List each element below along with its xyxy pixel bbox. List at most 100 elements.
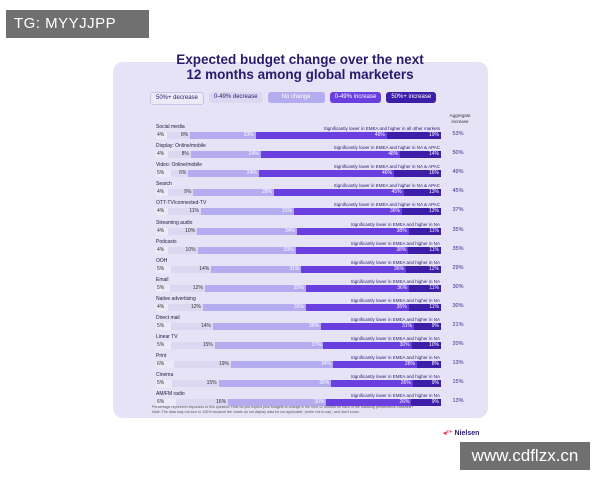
bar-segment: 36% bbox=[218, 380, 332, 388]
data-label: 16% bbox=[428, 170, 439, 177]
row-label: Email bbox=[156, 276, 169, 283]
data-label: 14% bbox=[199, 265, 210, 272]
data-label: 5% bbox=[157, 380, 165, 387]
data-label: 15% bbox=[202, 342, 213, 349]
data-label: 12% bbox=[428, 265, 439, 272]
bar-segment: 11% bbox=[409, 284, 441, 292]
row-label: Video: Online/mobile bbox=[156, 162, 203, 169]
legend-item-0-49-decrease: 0-49% decrease bbox=[208, 92, 263, 103]
data-label: 36% bbox=[397, 284, 408, 291]
data-label: 38% bbox=[396, 227, 407, 234]
chart-title: Expected budget change over the next 12 … bbox=[120, 52, 480, 82]
bar-segment: 5% bbox=[156, 284, 171, 292]
data-label: 28% bbox=[261, 189, 272, 196]
data-label: 35% bbox=[396, 303, 407, 310]
bar-segment: 26% bbox=[331, 380, 413, 388]
data-label: 4% bbox=[157, 189, 165, 196]
data-label: 19% bbox=[428, 132, 439, 138]
bar-segment: 45% bbox=[274, 189, 404, 197]
aggregate-increase-value: 30% bbox=[452, 283, 464, 290]
bar-segment: 38% bbox=[297, 227, 409, 235]
nielsen-logo: ◂²⁺ Nielsen bbox=[443, 429, 479, 437]
legend-item-0-49-increase: 0-49% increase bbox=[329, 92, 382, 103]
nielsen-wordmark: Nielsen bbox=[454, 430, 480, 437]
stacked-bar: 4% 10% 33% 38% 11% bbox=[156, 246, 441, 254]
data-label: 48% bbox=[388, 151, 399, 158]
data-label: 19% bbox=[218, 361, 229, 368]
aggregate-increase-value: 15% bbox=[452, 379, 464, 386]
data-label: 4% bbox=[157, 246, 165, 253]
data-label: 15% bbox=[206, 380, 217, 387]
bar-segment: 14% bbox=[400, 151, 441, 159]
row-significance-note: Significantly lower in EMEA and higher i… bbox=[350, 278, 440, 284]
bar-segment: 35% bbox=[204, 284, 306, 292]
bar-segment: 9% bbox=[412, 380, 441, 388]
aggregate-increase-value: 35% bbox=[452, 245, 464, 252]
data-label: 23% bbox=[243, 132, 254, 138]
legend-item-no-change: No change bbox=[267, 92, 325, 103]
bar-segment: 24% bbox=[188, 170, 259, 178]
data-label: 4% bbox=[157, 303, 165, 310]
aggregate-increase-value: 50% bbox=[452, 150, 464, 157]
aggregate-increase-value: 35% bbox=[452, 226, 464, 233]
data-label: 34% bbox=[320, 361, 331, 368]
data-label: 30% bbox=[399, 342, 410, 349]
data-label: 6% bbox=[157, 361, 165, 368]
bar-segment: 31% bbox=[211, 265, 302, 273]
aggregate-increase-value: 20% bbox=[452, 341, 464, 348]
data-label: 35% bbox=[293, 303, 304, 310]
data-label: 46% bbox=[374, 132, 385, 138]
chart-title-line-1: Expected budget change over the next bbox=[176, 52, 424, 67]
row-significance-note: Significantly lower in EMEA and higher i… bbox=[350, 374, 440, 380]
bar-segment: 37% bbox=[214, 342, 324, 350]
data-label: 36% bbox=[319, 380, 330, 387]
chart-legend: 50%+ decrease 0-49% decrease No change 0… bbox=[150, 92, 437, 105]
data-label: 11% bbox=[429, 284, 439, 291]
data-label: 16% bbox=[216, 399, 227, 406]
row-significance-note: Significantly lower in EMEA and higher i… bbox=[350, 221, 440, 227]
legend-item-50-decrease: 50%+ decrease bbox=[150, 92, 204, 105]
bar-segment: 12% bbox=[406, 265, 441, 273]
data-label: 10% bbox=[428, 342, 439, 349]
data-label: 14% bbox=[428, 151, 439, 158]
data-label: 13% bbox=[428, 208, 439, 215]
bar-segment: 9% bbox=[167, 189, 194, 197]
bar-segment: 46% bbox=[255, 132, 387, 139]
data-label: 5% bbox=[157, 284, 165, 291]
row-significance-note: Significantly lower in EMEA and higher i… bbox=[350, 355, 440, 361]
data-label: 24% bbox=[248, 151, 259, 158]
row-significance-note: Significantly lower in EMEA and higher i… bbox=[350, 297, 440, 303]
data-label: 46% bbox=[381, 170, 392, 177]
data-label: 38% bbox=[396, 246, 407, 253]
bar-segment: 30% bbox=[228, 399, 327, 407]
bar-segment: 28% bbox=[333, 361, 417, 369]
stacked-bar: 6% 16% 30% 26% 9% bbox=[156, 399, 441, 407]
data-label: 30% bbox=[314, 399, 325, 406]
stacked-bar: 5% 14% 36% 31% 9% bbox=[156, 323, 441, 330]
nielsen-mark-icon: ◂²⁺ bbox=[443, 430, 453, 437]
data-label: 12% bbox=[190, 303, 201, 310]
bar-segment: 9% bbox=[411, 399, 441, 407]
aggregate-increase-value: 45% bbox=[452, 188, 464, 195]
data-label: 4% bbox=[157, 132, 165, 138]
data-label: 4% bbox=[157, 227, 165, 234]
row-label: Social media bbox=[156, 124, 185, 130]
bar-segment: 10% bbox=[167, 227, 198, 235]
bar-segment: 11% bbox=[408, 303, 441, 311]
bar-segment: 5% bbox=[156, 265, 171, 273]
data-label: 5% bbox=[157, 265, 165, 272]
data-label: 11% bbox=[429, 303, 439, 310]
stacked-bar: 6% 19% 34% 28% 8% bbox=[156, 361, 441, 369]
bar-segment: 15% bbox=[170, 342, 215, 350]
watermark-bottom-right: www.cdflzx.cn bbox=[460, 442, 590, 470]
bar-segment: 9% bbox=[414, 323, 441, 330]
row-label: OTT-TV/connected-TV bbox=[156, 200, 207, 207]
aggregate-increase-value: 13% bbox=[452, 398, 464, 405]
aggregate-increase-value: 53% bbox=[452, 131, 464, 137]
data-label: 28% bbox=[404, 361, 415, 368]
stacked-bar: 5% 15% 36% 26% 9% bbox=[156, 380, 441, 388]
row-label: Streaming audio bbox=[156, 219, 193, 226]
data-label: 11% bbox=[429, 227, 439, 234]
bar-segment: 36% bbox=[294, 208, 402, 216]
bar-segment: 36% bbox=[213, 323, 321, 330]
